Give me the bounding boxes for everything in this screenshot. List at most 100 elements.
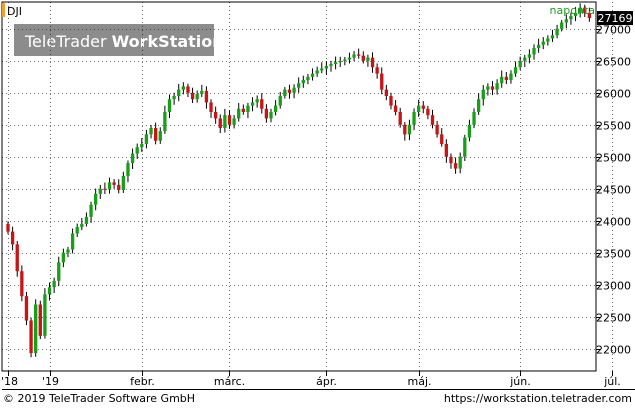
last-price-value: 27169 [598,12,633,25]
candle-up [509,73,513,81]
candle-up [338,60,342,63]
candle-down [361,55,365,61]
candle-up [181,86,185,90]
candle-up [324,65,329,69]
candle-down [421,105,425,109]
candle-up [223,115,227,128]
candle-up [306,76,310,81]
x-tick-label: márc. [214,375,245,388]
candle-up [412,111,416,125]
candle-up [527,54,532,58]
candle-down [393,105,398,112]
candle-down [186,86,190,93]
candle-down [370,57,375,68]
last-price-tag: 27169 [597,11,633,26]
candle-up [172,96,176,100]
candle-up [57,262,61,281]
candle-up [500,76,504,84]
candle-up [569,16,573,20]
x-tick-label: máj. [407,375,431,388]
candle-up [126,163,130,176]
candle-down [218,118,222,128]
candle-down [384,89,389,97]
candle-up [52,280,56,288]
candle-up [177,89,181,97]
candle-up [140,143,144,148]
candle-up [486,86,490,90]
x-tick-label: jún. [509,375,531,388]
candle-up [61,252,66,263]
candle-up [84,216,89,224]
candle-up [246,105,250,112]
candle-down [440,134,444,144]
candle-down [204,90,209,103]
y-tick-label: 27000 [596,24,631,37]
x-tick-label: febr. [130,375,155,388]
candle-up [347,57,352,60]
candle-up [458,156,462,169]
last-price-box [597,11,633,26]
candle-up [130,153,135,164]
candle-up [315,70,319,74]
candle-down [444,143,449,157]
candle-up [144,134,149,144]
candle-up [200,90,204,95]
candle-down [227,115,232,125]
symbol-label: DJI [7,5,22,18]
candle-down [213,111,218,119]
candle-up [476,99,481,112]
candle-down [209,102,213,112]
candle-up [541,41,545,45]
candle-down [153,127,158,141]
candle-down [29,320,33,354]
candles [6,3,592,358]
x-axis: '18 '19 febr. márc. ápr. máj. jún. júl. [1,371,621,388]
candle-up [546,38,550,42]
y-tick-label: 24000 [596,216,631,229]
grid [2,2,613,371]
candle-up [578,7,582,13]
y-tick-label: 23500 [596,248,631,261]
candle-up [278,96,282,106]
candle-up [513,67,518,74]
candle-up [232,118,236,125]
candle-down [403,124,407,135]
candle-up [310,73,315,77]
candle-down [20,271,24,297]
candle-down [490,86,495,90]
x-tick-label: '19 [42,375,59,388]
source-url: https://workstation.teletrader.com [444,392,632,405]
candle-up [94,193,98,205]
y-tick-label: 22000 [596,344,631,357]
y-tick-label: 22500 [596,312,631,325]
x-tick-label: ápr. [316,375,337,388]
candle-up [481,89,485,100]
candle-up [532,48,536,55]
candle-down [357,54,361,56]
copyright-text: © 2019 TeleTrader Software GmbH [3,392,195,405]
candle-down [389,96,393,106]
symbol-marker [2,3,5,17]
candle-up [195,94,199,100]
candle-down [117,184,121,191]
candle-down [264,108,269,119]
candle-down [504,76,508,81]
interval-label: naponta [550,4,595,17]
candle-up [564,19,568,23]
candle-up [407,124,412,135]
candle-up [301,80,305,84]
candle-up [255,99,259,103]
candle-up [273,105,278,112]
candle-up [333,62,338,65]
candle-up [121,175,126,191]
y-tick-label: 25500 [596,120,631,133]
x-tick-label: júl. [603,375,621,388]
candle-up [343,59,347,61]
candle-up [366,57,370,61]
candle-up [472,111,476,125]
x-tick-label: '18 [1,375,18,388]
y-tick-label: 23000 [596,280,631,293]
candle-up [283,89,287,97]
candle-up [167,99,172,112]
